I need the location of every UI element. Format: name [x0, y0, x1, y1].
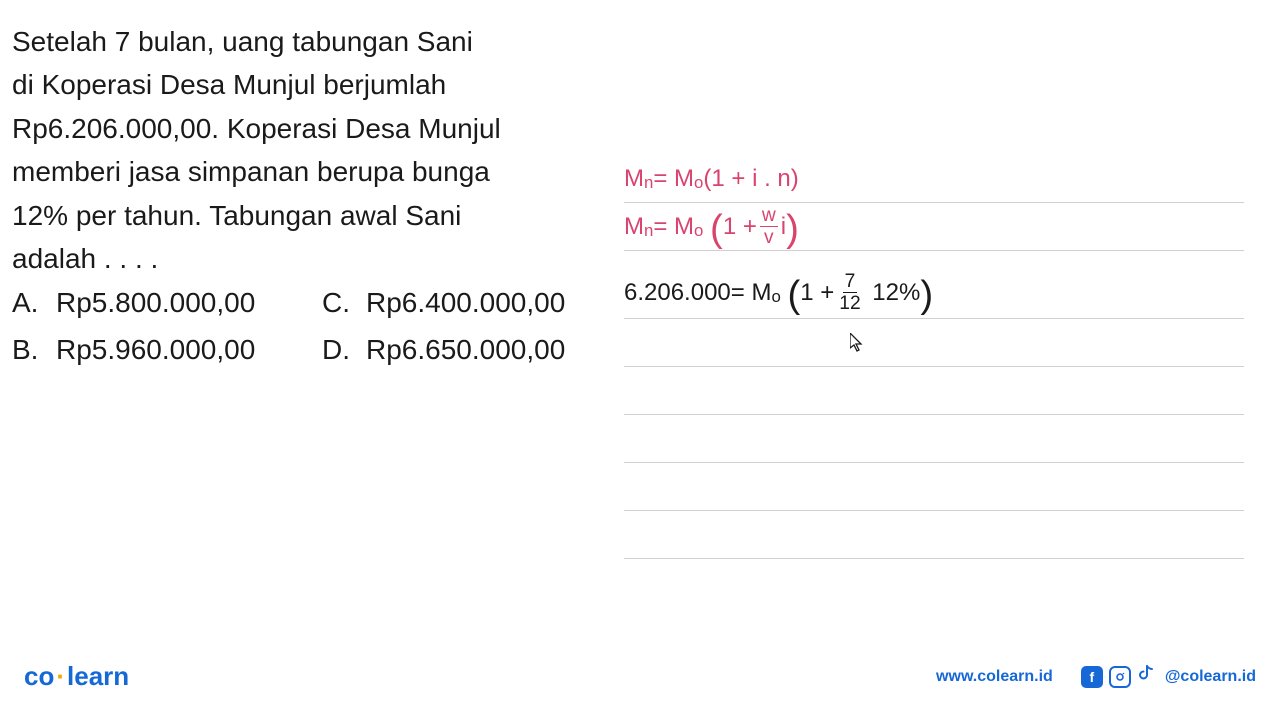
blank-line [624, 367, 1244, 415]
blank-line [624, 511, 1244, 559]
instagram-icon[interactable] [1109, 666, 1131, 688]
blank-line [624, 415, 1244, 463]
option-d[interactable]: D. Rp6.650.000,00 [322, 327, 565, 373]
logo-learn: learn [67, 661, 129, 691]
question-line: Rp6.206.000,00. Koperasi Desa Munjul [12, 113, 501, 144]
social-handle[interactable]: @colearn.id [1165, 668, 1256, 686]
option-value: Rp6.650.000,00 [366, 327, 565, 373]
option-label: B. [12, 327, 56, 373]
formula-line-1: Mn = Mo (1 + i . n) [624, 155, 1244, 203]
option-label: C. [322, 280, 366, 326]
option-label: D. [322, 327, 366, 373]
option-value: Rp6.400.000,00 [366, 280, 565, 326]
blank-line [624, 463, 1244, 511]
work-column: Mn = Mo (1 + i . n) Mn = Mo (1 +wv i) 6.… [624, 20, 1244, 559]
option-b[interactable]: B. Rp5.960.000,00 [12, 327, 322, 373]
logo-dot-icon: · [56, 661, 65, 691]
cursor-icon [850, 333, 864, 358]
question-line: memberi jasa simpanan berupa bunga [12, 156, 490, 187]
option-label: A. [12, 280, 56, 326]
tiktok-icon[interactable] [1137, 664, 1155, 690]
formula-3: 6.206.000= Mo (1 +712 12%) [624, 272, 933, 313]
social-links: f @colearn.id [1081, 664, 1256, 690]
option-value: Rp5.800.000,00 [56, 280, 255, 326]
question-line: di Koperasi Desa Munjul berjumlah [12, 69, 446, 100]
option-c[interactable]: C. Rp6.400.000,00 [322, 280, 565, 326]
blank-line [624, 319, 1244, 367]
formula-line-2: Mn = Mo (1 +wv i) [624, 203, 1244, 251]
question-line: Setelah 7 bulan, uang tabungan Sani [12, 26, 473, 57]
answer-options: A. Rp5.800.000,00 C. Rp6.400.000,00 B. R… [12, 280, 604, 372]
question-text: Setelah 7 bulan, uang tabungan Sani di K… [12, 20, 604, 280]
question-line: 12% per tahun. Tabungan awal Sani [12, 200, 461, 231]
question-line: adalah . . . . [12, 243, 158, 274]
brand-logo: co·learn [24, 661, 129, 692]
footer: co·learn www.colearn.id f @colearn.id [0, 661, 1280, 692]
option-a[interactable]: A. Rp5.800.000,00 [12, 280, 322, 326]
option-value: Rp5.960.000,00 [56, 327, 255, 373]
formula-2: Mn = Mo (1 +wv i) [624, 206, 799, 247]
formula-line-3: 6.206.000= Mo (1 +712 12%) [624, 251, 1244, 319]
website-url[interactable]: www.colearn.id [936, 668, 1053, 686]
facebook-icon[interactable]: f [1081, 666, 1103, 688]
formula-1: Mn = Mo (1 + i . n) [624, 165, 799, 193]
logo-co: co [24, 661, 54, 691]
question-column: Setelah 7 bulan, uang tabungan Sani di K… [12, 20, 624, 559]
